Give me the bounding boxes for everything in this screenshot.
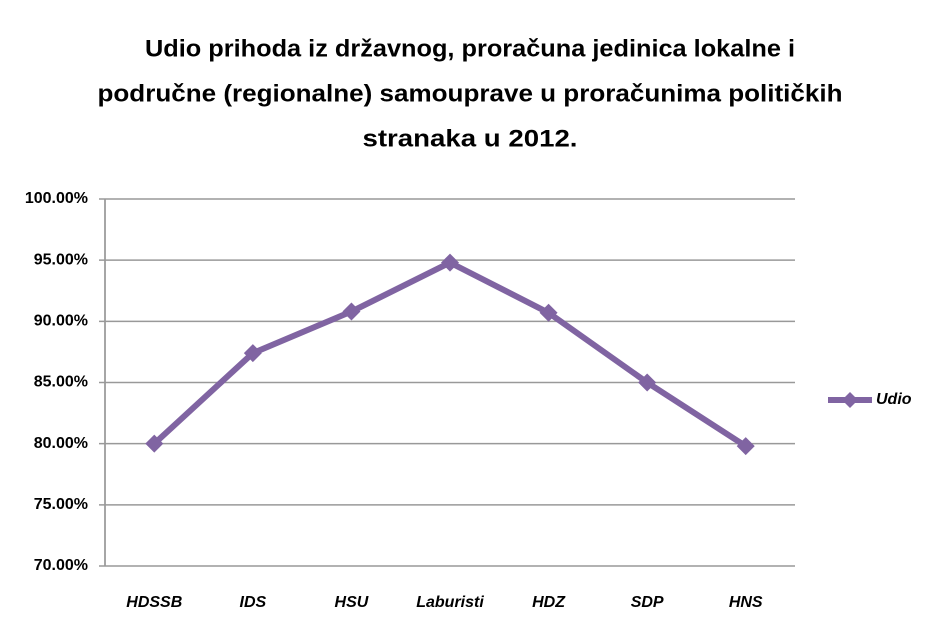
legend-label: Udio	[876, 391, 912, 408]
x-tick-label: HDSSB	[126, 594, 182, 611]
x-tick-label: IDS	[240, 594, 267, 611]
chart-title: Udio prihoda iz državnog, proračuna jedi…	[145, 35, 795, 62]
y-tick-label: 90.00%	[34, 313, 88, 330]
x-tick-label: HNS	[729, 594, 763, 611]
y-tick-label: 85.00%	[34, 374, 88, 391]
y-tick-label: 100.00%	[25, 190, 88, 207]
x-tick-label: HDZ	[532, 594, 566, 611]
marker	[441, 253, 459, 272]
marker	[145, 434, 164, 453]
chart-title: područne (regionalne) samouprave u prora…	[98, 80, 843, 107]
legend-marker	[842, 392, 858, 408]
chart-title: stranaka u 2012.	[363, 125, 578, 152]
x-tick-label: SDP	[631, 594, 664, 611]
marker	[736, 437, 755, 456]
x-tick-label: Laburisti	[416, 594, 484, 611]
y-tick-label: 70.00%	[34, 557, 88, 574]
marker	[638, 373, 657, 392]
y-tick-label: 75.00%	[34, 496, 88, 513]
y-tick-label: 95.00%	[34, 251, 88, 268]
marker	[539, 303, 558, 322]
x-tick-label: HSU	[335, 594, 369, 611]
y-tick-label: 80.00%	[34, 435, 88, 452]
marker	[243, 344, 262, 363]
line	[152, 259, 748, 449]
marker	[342, 302, 361, 321]
